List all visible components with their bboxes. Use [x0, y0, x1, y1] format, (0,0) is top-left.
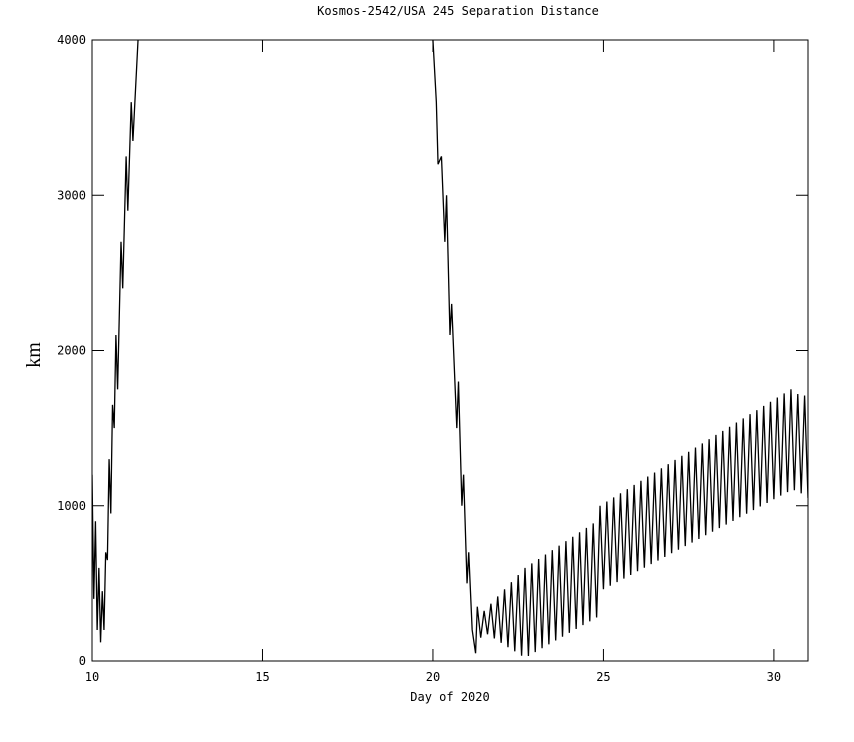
y-tick-label: 2000 — [57, 344, 86, 358]
y-tick-label: 0 — [79, 654, 86, 668]
x-axis-title: Day of 2020 — [410, 690, 489, 704]
x-tick-label: 20 — [426, 670, 440, 684]
y-axis-title: km — [23, 342, 45, 368]
plot-frame — [91, 39, 809, 662]
y-tick-label: 3000 — [57, 188, 86, 202]
chart-title: Kosmos-2542/USA 245 Separation Distance — [317, 4, 599, 18]
x-tick-label: 30 — [767, 670, 781, 684]
x-tick-label: 25 — [596, 670, 610, 684]
y-tick-label: 4000 — [57, 33, 86, 47]
y-tick-label: 1000 — [57, 499, 86, 513]
x-tick-label: 15 — [255, 670, 269, 684]
x-tick-label: 10 — [85, 670, 99, 684]
data-line — [92, 40, 808, 657]
